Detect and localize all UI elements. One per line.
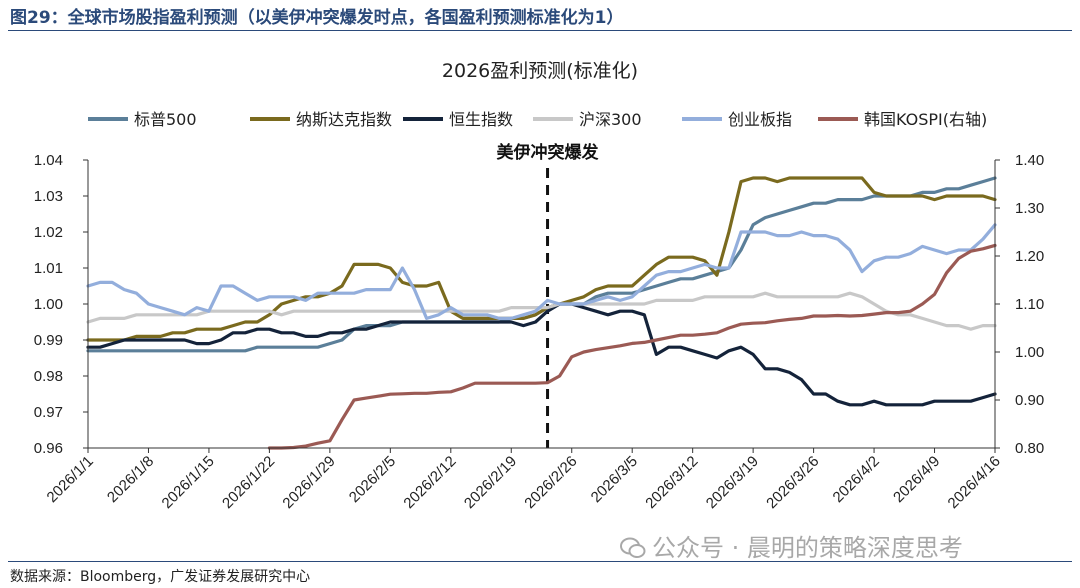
figure-title: 图29：全球市场股指盈利预测（以美伊冲突爆发时点，各国盈利预测标准化为1） xyxy=(10,8,624,28)
y-left-tick-label: 0.97 xyxy=(34,404,63,421)
x-tick-label: 2026/4/16 xyxy=(945,453,1004,512)
legend-label-2: 恒生指数 xyxy=(449,110,513,129)
x-tick-label: 2026/2/5 xyxy=(346,453,399,506)
y-right-tick-label: 1.10 xyxy=(1015,296,1044,313)
x-tick-label: 2026/2/19 xyxy=(461,453,520,512)
event-label: 美伊冲突爆发 xyxy=(497,142,600,163)
earnings-forecast-chart: 2026盈利预测(标准化) 标普500 纳斯达克指数 恒生指数 沪深300 创业板指 韩国… xyxy=(34,60,1044,512)
x-tick-label: 2026/4/2 xyxy=(830,453,883,506)
legend-label-4: 创业板指 xyxy=(728,110,792,129)
y-right-tick-label: 1.30 xyxy=(1015,200,1044,217)
y-left-tick-label: 1.01 xyxy=(34,260,63,277)
x-tick-label: 2026/1/15 xyxy=(159,453,218,512)
legend-label-1: 纳斯达克指数 xyxy=(296,110,392,129)
y-left-tick-label: 1.03 xyxy=(34,188,63,205)
wechat-icon xyxy=(620,537,646,558)
y-left-tick-label: 0.96 xyxy=(34,440,63,457)
x-tick-label: 2026/3/12 xyxy=(642,453,701,512)
x-tick-label: 2026/1/22 xyxy=(219,453,278,512)
y-left-tick-label: 1.00 xyxy=(34,296,63,313)
plot-area xyxy=(86,168,997,450)
legend-label-5: 韩国KOSPI(右轴) xyxy=(864,110,987,129)
source-note: 数据来源：Bloomberg，广发证券发展研究中心 xyxy=(10,569,311,585)
x-tick-label: 2026/1/29 xyxy=(279,453,338,512)
series-line-2 xyxy=(86,302,997,407)
y-left-tick-label: 0.98 xyxy=(34,368,63,385)
x-tick-label: 2026/1/8 xyxy=(104,453,157,506)
series-line-4 xyxy=(86,223,997,320)
y-right-tick-label: 1.20 xyxy=(1015,248,1044,265)
x-tick-label: 2026/2/26 xyxy=(521,453,580,512)
y-left-tick-label: 1.02 xyxy=(34,224,63,241)
x-tick-label: 2026/3/19 xyxy=(703,453,762,512)
x-tick-label: 2026/3/26 xyxy=(763,453,822,512)
watermark: 公众号 · 晨明的策略深度思考 xyxy=(620,528,963,563)
x-tick-label: 2026/2/12 xyxy=(400,453,459,512)
legend-label-0: 标普500 xyxy=(134,110,197,129)
legend-label-3: 沪深300 xyxy=(579,110,642,129)
chart-title: 2026盈利预测(标准化) xyxy=(442,60,638,82)
title-divider xyxy=(8,30,1072,31)
y-left-tick-label: 1.04 xyxy=(34,152,63,169)
chart-legend: 标普500 纳斯达克指数 恒生指数 沪深300 创业板指 韩国KOSPI(右轴) xyxy=(88,110,987,129)
y-left-tick-label: 0.99 xyxy=(34,332,63,349)
series-line-1 xyxy=(86,176,997,342)
x-tick-label: 2026/3/5 xyxy=(588,453,641,506)
footer-divider xyxy=(8,561,1072,562)
watermark-text: 公众号 · 晨明的策略深度思考 xyxy=(652,534,963,562)
x-tick-label: 2026/1/1 xyxy=(44,453,97,506)
y-right-tick-label: 0.90 xyxy=(1015,392,1044,409)
series-line-5 xyxy=(267,243,997,450)
y-right-tick-label: 0.80 xyxy=(1015,440,1044,457)
y-right-tick-label: 1.40 xyxy=(1015,152,1044,169)
x-tick-label: 2026/4/9 xyxy=(890,453,943,506)
y-right-tick-label: 1.00 xyxy=(1015,344,1044,361)
